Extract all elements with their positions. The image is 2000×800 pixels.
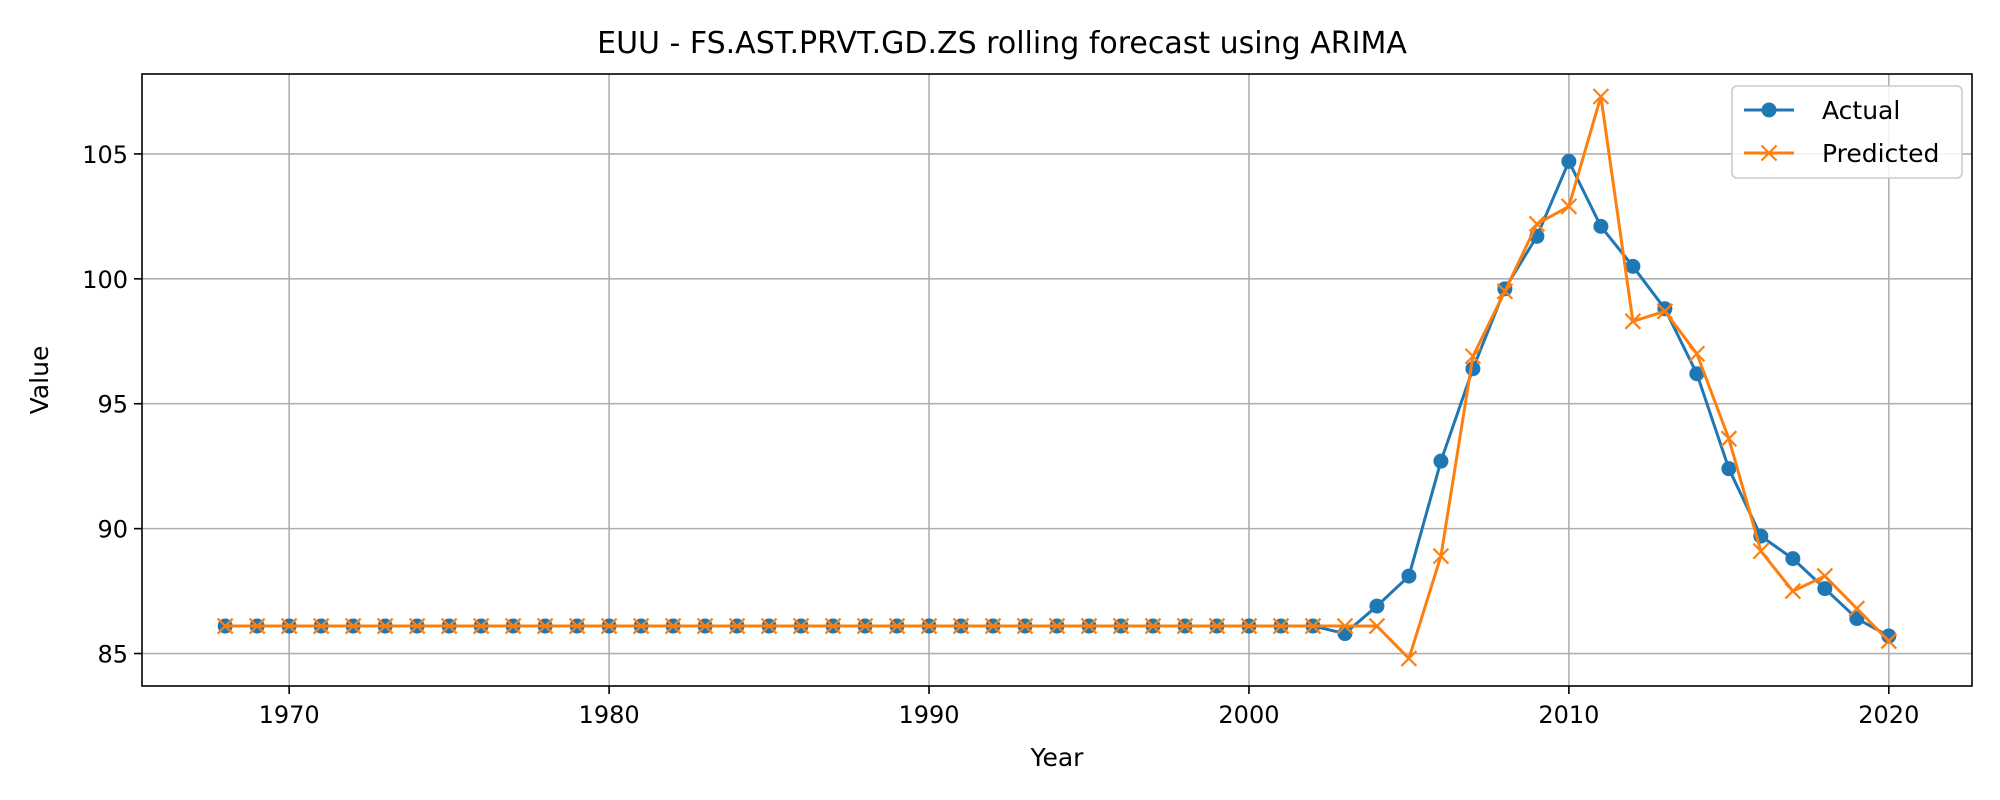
data-point — [1369, 598, 1385, 614]
legend-label: Actual — [1822, 96, 1900, 125]
data-point — [440, 617, 458, 635]
data-point — [1272, 617, 1290, 635]
data-point — [248, 617, 266, 635]
data-point — [1721, 461, 1737, 477]
data-point — [1593, 218, 1609, 234]
series-predicted — [216, 88, 1898, 667]
data-point — [1496, 283, 1514, 300]
data-point — [1785, 551, 1801, 567]
data-point — [1176, 617, 1194, 635]
x-axis-label: Year — [1030, 743, 1085, 772]
data-point — [216, 617, 234, 635]
data-point — [280, 617, 298, 635]
data-point — [888, 617, 906, 635]
data-point — [1816, 567, 1834, 585]
data-point — [1368, 617, 1386, 635]
x-tick-label: 2020 — [1858, 701, 1919, 729]
series-layer — [216, 88, 1898, 667]
x-tick-label: 1970 — [259, 701, 320, 729]
data-point — [1689, 366, 1705, 382]
series-line — [225, 159, 1890, 638]
data-point — [600, 617, 618, 635]
data-point — [376, 617, 394, 635]
data-point — [1208, 617, 1226, 635]
data-point — [984, 617, 1002, 635]
x-tick-label: 2010 — [1538, 701, 1599, 729]
data-point — [760, 617, 778, 635]
data-point — [1656, 303, 1674, 320]
data-point — [1048, 617, 1066, 635]
data-point — [920, 617, 938, 635]
plot-frame — [141, 73, 1973, 687]
data-point — [1112, 617, 1130, 635]
data-point — [1016, 617, 1034, 635]
data-point — [1400, 650, 1418, 667]
data-point — [1561, 153, 1577, 169]
data-point — [568, 617, 586, 635]
data-point — [1752, 542, 1770, 560]
data-point — [1144, 617, 1162, 635]
data-point — [664, 617, 682, 635]
y-tick-label: 95 — [97, 391, 128, 419]
data-point — [1401, 568, 1417, 584]
data-point — [1336, 617, 1354, 635]
data-point — [856, 617, 874, 635]
legend-marker — [1760, 144, 1778, 162]
data-point — [1848, 600, 1866, 617]
data-point — [1240, 617, 1258, 635]
data-point — [632, 617, 650, 635]
data-point — [1464, 347, 1482, 365]
data-point — [472, 617, 490, 635]
data-point — [1624, 313, 1642, 330]
data-point — [1817, 581, 1833, 597]
series-actual — [217, 153, 1897, 644]
data-point — [1625, 258, 1641, 274]
data-point — [1560, 198, 1578, 215]
y-tick-label: 105 — [82, 141, 128, 169]
legend: Actual Predicted — [1731, 85, 1963, 179]
x-axis-ticks: 1970 1980 1990 2000 2010 2020 — [259, 686, 1919, 729]
data-point — [408, 617, 426, 635]
data-point — [728, 617, 746, 635]
legend-label: Predicted — [1822, 139, 1939, 168]
data-point — [696, 617, 714, 635]
x-tick-label: 2000 — [1218, 701, 1279, 729]
data-point — [1720, 430, 1738, 447]
data-point — [1881, 628, 1897, 644]
data-point — [1304, 617, 1322, 635]
data-point — [1528, 215, 1546, 233]
data-point — [1784, 582, 1802, 600]
data-point — [504, 617, 522, 635]
y-tick-label: 85 — [97, 641, 128, 669]
data-point — [792, 617, 810, 635]
y-axis-ticks: 85 90 95 100 105 — [82, 141, 142, 669]
y-axis-label: Value — [25, 346, 54, 415]
legend-item-actual: Actual — [1744, 96, 1900, 125]
data-point — [1337, 626, 1353, 642]
data-point — [1080, 617, 1098, 635]
legend-marker — [1761, 102, 1777, 118]
data-point — [1849, 611, 1865, 627]
series-line — [225, 94, 1890, 661]
data-point — [952, 617, 970, 635]
data-point — [312, 617, 330, 635]
data-point — [344, 617, 362, 635]
data-point — [1880, 632, 1898, 650]
legend-item-predicted: Predicted — [1744, 139, 1939, 168]
data-point — [824, 617, 842, 635]
y-tick-label: 100 — [82, 266, 128, 294]
x-tick-label: 1990 — [898, 701, 959, 729]
x-tick-label: 1980 — [579, 701, 640, 729]
chart-title: EUU - FS.AST.PRVT.GD.ZS rolling forecast… — [597, 26, 1407, 61]
data-point — [1432, 547, 1450, 565]
data-point — [1592, 88, 1610, 105]
y-tick-label: 90 — [97, 516, 128, 544]
data-point — [1433, 453, 1449, 469]
data-point — [536, 617, 554, 635]
data-point — [1688, 345, 1706, 363]
